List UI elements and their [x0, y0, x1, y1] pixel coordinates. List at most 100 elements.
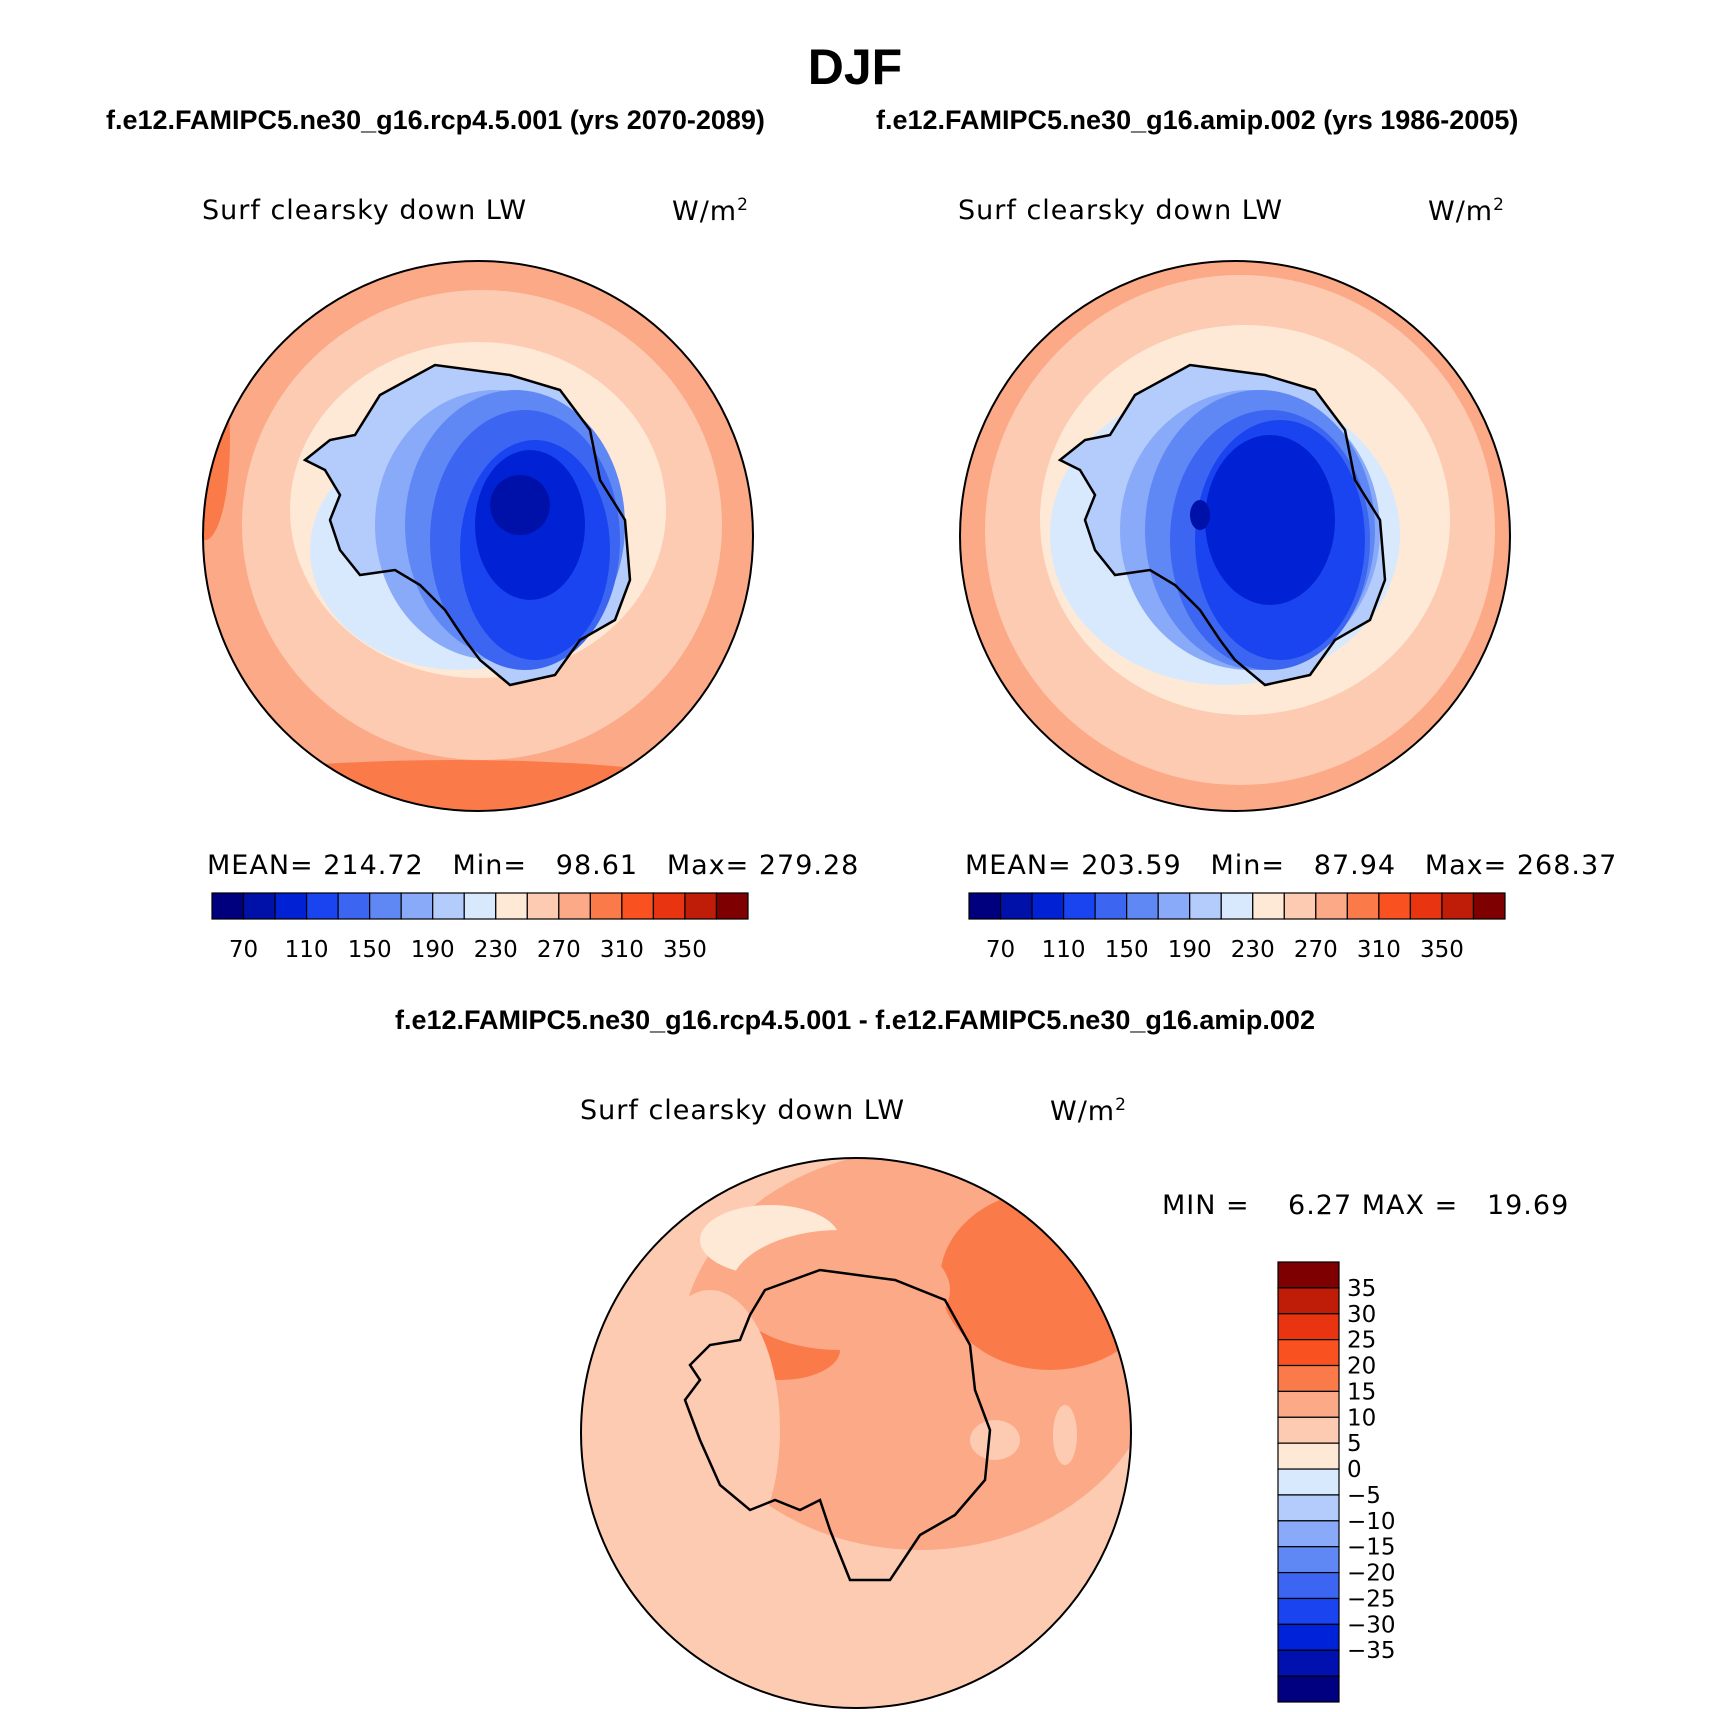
colorbar-tick-label: 150	[348, 937, 392, 963]
colorbar-box	[1472, 892, 1506, 920]
colorbar-box	[526, 892, 560, 920]
panel1-unit: W/m2	[672, 195, 749, 227]
colorbar-tick-label: 35	[1347, 1276, 1376, 1302]
colorbar-box	[684, 892, 718, 920]
colorbar-tick-label: 110	[285, 937, 329, 963]
colorbar-tick-label: 310	[600, 937, 644, 963]
colorbar-box	[1277, 1494, 1340, 1522]
figure-title: DJF	[807, 39, 903, 95]
colorbar-box	[1220, 892, 1254, 920]
colorbar-tick-label: 270	[537, 937, 581, 963]
colorbar-box	[1252, 892, 1285, 920]
colorbar-box	[1277, 1339, 1340, 1367]
colorbar-tick-label: −30	[1347, 1612, 1396, 1638]
colorbar-box	[1277, 1313, 1340, 1341]
panel1-stats: MEAN= 214.72 Min= 98.61 Max= 279.28	[207, 850, 860, 881]
colorbar-tick-label: 20	[1347, 1354, 1376, 1380]
panel2-unit: W/m2	[1428, 195, 1505, 227]
colorbar-panel-1: 70 110 150 190 230 270 310 350	[211, 892, 749, 963]
colorbar-box	[1062, 892, 1096, 920]
colorbar-box	[1409, 892, 1443, 920]
colorbar-box	[589, 892, 623, 920]
colorbar-tick-label: 70	[229, 937, 258, 963]
difference-title: f.e12.FAMIPC5.ne30_g16.rcp4.5.001 - f.e1…	[395, 1005, 1315, 1035]
panel3-variable: Surf clearsky down LW	[580, 1095, 906, 1126]
colorbar-box	[999, 892, 1033, 920]
colorbar-tick-label: −35	[1347, 1638, 1396, 1664]
colorbar-box	[337, 892, 371, 920]
colorbar-box	[1277, 1675, 1340, 1703]
colorbar-box	[1277, 1571, 1340, 1600]
colorbar-box	[400, 892, 434, 920]
colorbar-tick-label: 10	[1347, 1405, 1376, 1431]
colorbar-tick-label: −5	[1347, 1483, 1381, 1509]
colorbar-tick-label: 310	[1357, 937, 1401, 963]
colorbar-tick-label: −15	[1347, 1535, 1396, 1561]
colorbar-box	[715, 892, 749, 920]
colorbar-box	[1126, 892, 1159, 920]
panel3-stats: MIN = 6.27 MAX = 19.69	[1162, 1190, 1570, 1221]
colorbar-tick-label: 0	[1347, 1457, 1362, 1483]
colorbar-box	[968, 892, 1002, 920]
map-panel-1	[203, 261, 753, 811]
map-panel-3	[581, 1158, 1131, 1708]
colorbar-box	[1441, 892, 1475, 920]
colorbar-box	[1277, 1623, 1340, 1651]
colorbar-tick-label: 230	[474, 937, 518, 963]
colorbar-box	[1277, 1364, 1340, 1393]
colorbar-box	[1277, 1416, 1340, 1444]
colorbar-box	[652, 892, 686, 920]
colorbar-tick-label: 190	[1168, 937, 1212, 963]
colorbar-tick-label: 15	[1347, 1379, 1376, 1405]
colorbar-box	[1283, 892, 1317, 920]
colorbar-box	[558, 892, 591, 920]
colorbar-box	[1277, 1649, 1340, 1677]
case2-title: f.e12.FAMIPC5.ne30_g16.amip.002 (yrs 198…	[876, 105, 1519, 135]
colorbar-box	[1277, 1287, 1340, 1315]
colorbar-box	[1378, 892, 1412, 920]
colorbar-box	[211, 892, 245, 920]
colorbar-tick-label: −20	[1347, 1561, 1396, 1587]
colorbar-box	[1157, 892, 1191, 920]
colorbar-box	[1277, 1468, 1340, 1496]
colorbar-box	[274, 892, 308, 920]
panel1-variable: Surf clearsky down LW	[202, 195, 528, 226]
colorbar-tick-label: 30	[1347, 1302, 1376, 1328]
colorbar-tick-label: 230	[1231, 937, 1275, 963]
colorbar-box	[1277, 1261, 1340, 1289]
colorbar-tick-label: 5	[1347, 1431, 1362, 1457]
colorbar-tick-label: 25	[1347, 1328, 1376, 1354]
colorbar-tick-label: 350	[663, 937, 707, 963]
colorbar-box	[305, 892, 339, 920]
colorbar-box	[463, 892, 497, 920]
colorbar-tick-label: 190	[411, 937, 455, 963]
colorbar-box	[1277, 1546, 1340, 1574]
colorbar-box	[1277, 1520, 1340, 1548]
colorbar-box	[1094, 892, 1128, 920]
colorbar-box	[369, 892, 402, 920]
colorbar-box	[1189, 892, 1222, 920]
colorbar-box	[242, 892, 276, 920]
panel2-variable: Surf clearsky down LW	[958, 195, 1284, 226]
colorbar-tick-label: 350	[1420, 937, 1464, 963]
map-panel-2	[960, 261, 1510, 811]
colorbar-tick-label: 150	[1105, 937, 1149, 963]
colorbar-box	[1277, 1442, 1340, 1470]
colorbar-box	[1277, 1390, 1340, 1418]
panel3-unit: W/m2	[1050, 1095, 1127, 1127]
colorbar-tick-label: 270	[1294, 937, 1338, 963]
colorbar-box	[621, 892, 655, 920]
panel2-stats: MEAN= 203.59 Min= 87.94 Max= 268.37	[965, 850, 1618, 881]
colorbar-tick-label: −10	[1347, 1509, 1396, 1535]
colorbar-tick-label: −25	[1347, 1586, 1396, 1612]
colorbar-box	[1277, 1597, 1340, 1625]
colorbar-panel-2: 70 110 150 190 230 270 310 350	[968, 892, 1506, 963]
colorbar-tick-label: 110	[1042, 937, 1086, 963]
colorbar-box	[1031, 892, 1065, 920]
colorbar-tick-label: 70	[986, 937, 1015, 963]
case1-title: f.e12.FAMIPC5.ne30_g16.rcp4.5.001 (yrs 2…	[106, 105, 765, 135]
colorbar-box	[1315, 892, 1348, 920]
colorbar-box	[432, 892, 465, 920]
